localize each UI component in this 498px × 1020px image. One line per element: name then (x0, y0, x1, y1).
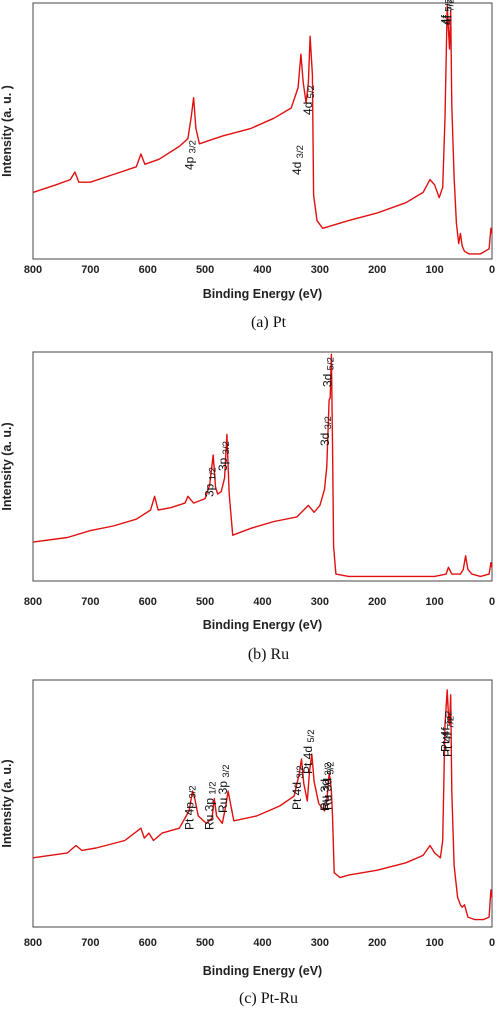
panel-caption: (b) Ru (248, 646, 289, 663)
x-tick-label: 200 (368, 264, 386, 276)
x-tick-label: 700 (81, 596, 99, 608)
spectrum-panel-ru: 800 700 600 500 400 300 200 100 0 Binding Energy … (0, 351, 495, 663)
peak-label: Pt 4f 5/2 (439, 711, 455, 752)
x-tick-label: 600 (139, 264, 157, 276)
spectrum-line (32, 353, 493, 578)
y-axis-label: Intensity (a. u.) (0, 759, 14, 847)
spectrum-panel-ptru: 800 700 600 500 400 300 200 100 0 Binding Energy … (0, 679, 495, 1007)
x-tick-label: 0 (489, 937, 495, 949)
x-tick-label: 0 (489, 596, 495, 608)
peak-label: 4p 3/2 (183, 140, 199, 170)
peak-label: Ru 3d 3/2 (318, 762, 334, 811)
plot-frame (32, 2, 493, 260)
x-tick-label: 800 (24, 596, 42, 608)
x-tick-label: 500 (196, 596, 214, 608)
x-tick-label: 300 (311, 937, 329, 949)
y-axis-label: Intensity (a. u.) (0, 422, 14, 510)
x-tick-label: 600 (139, 596, 157, 608)
x-axis-label: Binding Energy (eV) (203, 618, 322, 632)
plot-frame (32, 679, 493, 928)
x-axis-label: Binding Energy (eV) (203, 287, 322, 301)
peak-label: Ru 3p 3/2 (216, 764, 232, 813)
peak-label: 3d 5/2 (320, 357, 336, 387)
x-tick-label: 500 (196, 937, 214, 949)
peak-label: 4f 7/2 (440, 0, 456, 25)
x-tick-label: 400 (253, 264, 271, 276)
spectrum-line (32, 4, 493, 255)
peak-label: 4f 5/2 (439, 0, 455, 25)
peak-label: Ru 3d 5/2 (320, 761, 336, 810)
y-axis-label: Intensity (a. u. ) (0, 85, 14, 177)
x-tick-label: 100 (425, 596, 443, 608)
x-tick-label: 200 (368, 937, 386, 949)
peak-label: 3p 1/2 (203, 467, 219, 497)
panel-caption: (a) Pt (251, 314, 287, 331)
x-tick-label: 200 (368, 596, 386, 608)
x-tick-label: 100 (425, 264, 443, 276)
spectrum-panel-pt: 800 700 600 500 400 300 200 100 0 Binding Energy … (0, 0, 495, 331)
x-tick-label: 700 (81, 264, 99, 276)
peak-label: 3d 3/2 (318, 416, 334, 446)
x-tick-label: 300 (311, 264, 329, 276)
peak-label: 4d 3/2 (290, 145, 306, 175)
x-tick-label: 400 (253, 937, 271, 949)
spectrum-line (32, 689, 493, 921)
x-tick-label: 300 (311, 596, 329, 608)
plot-frame (32, 351, 493, 582)
peak-label: Ru 3p 1/2 (203, 781, 219, 830)
peak-label: Pt 4f 7/2 (440, 716, 456, 757)
peak-label: 3p 3/2 (216, 441, 232, 471)
x-tick-label: 800 (24, 264, 42, 276)
peak-label: Pt 4p 3/2 (183, 785, 199, 830)
x-tick-label: 500 (196, 264, 214, 276)
peak-label: Pt 4d 5/2 (301, 729, 317, 774)
x-tick-label: 100 (425, 937, 443, 949)
peak-label: Pt 4d 3/2 (290, 765, 306, 810)
x-tick-label: 400 (253, 596, 271, 608)
x-tick-label: 800 (24, 937, 42, 949)
x-tick-label: 700 (81, 937, 99, 949)
panel-caption: (c) Pt-Ru (239, 990, 298, 1007)
x-tick-label: 0 (489, 264, 495, 276)
x-tick-label: 600 (139, 937, 157, 949)
x-axis-label: Binding Energy (eV) (203, 964, 322, 978)
peak-label: 4d 5/2 (301, 85, 317, 115)
